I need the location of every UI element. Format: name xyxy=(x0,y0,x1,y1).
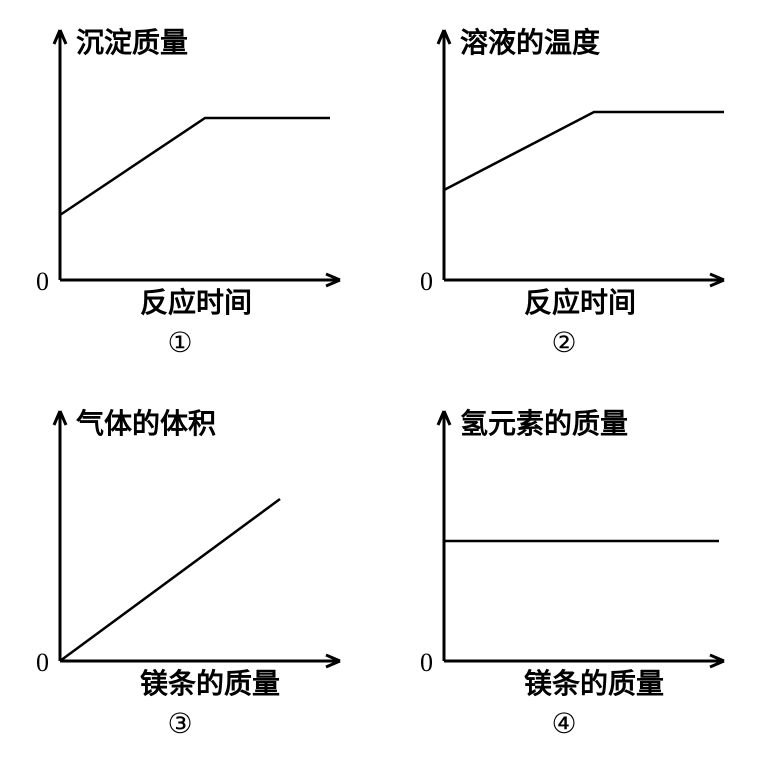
data-curve xyxy=(444,112,724,190)
chart-3-svg: 0 气体的体积 镁条的质量 ③ xyxy=(0,381,384,762)
origin-zero-label: 0 xyxy=(36,267,49,296)
chart-3: 0 气体的体积 镁条的质量 ③ xyxy=(0,381,384,762)
chart-grid: 0 沉淀质量 反应时间 ① 0 溶液的温度 反应时间 ② 0 气体的体积 镁条的… xyxy=(0,0,768,762)
origin-zero-label: 0 xyxy=(36,648,49,677)
x-axis-label: 镁条的质量 xyxy=(524,667,664,700)
origin-zero-label: 0 xyxy=(420,267,433,296)
chart-2: 0 溶液的温度 反应时间 ② xyxy=(384,0,768,381)
y-axis-label: 氢元素的质量 xyxy=(460,407,628,440)
y-axis-label: 沉淀质量 xyxy=(76,26,188,59)
origin-zero-label: 0 xyxy=(420,648,433,677)
x-axis-label: 反应时间 xyxy=(140,286,252,319)
y-axis-label: 气体的体积 xyxy=(75,407,216,440)
x-axis-label: 镁条的质量 xyxy=(140,667,280,700)
chart-4: 0 氢元素的质量 镁条的质量 ④ xyxy=(384,381,768,762)
chart-2-svg: 0 溶液的温度 反应时间 ② xyxy=(384,0,768,381)
chart-1: 0 沉淀质量 反应时间 ① xyxy=(0,0,384,381)
data-curve xyxy=(60,118,330,215)
x-axis-label: 反应时间 xyxy=(524,286,636,319)
chart-1-svg: 0 沉淀质量 反应时间 ① xyxy=(0,0,384,381)
chart-4-svg: 0 氢元素的质量 镁条的质量 ④ xyxy=(384,381,768,762)
panel-caption: ② xyxy=(551,328,576,359)
data-curve xyxy=(60,499,280,661)
y-axis-label: 溶液的温度 xyxy=(460,26,600,59)
panel-caption: ① xyxy=(167,328,192,359)
panel-caption: ④ xyxy=(551,709,576,740)
panel-caption: ③ xyxy=(167,709,192,740)
